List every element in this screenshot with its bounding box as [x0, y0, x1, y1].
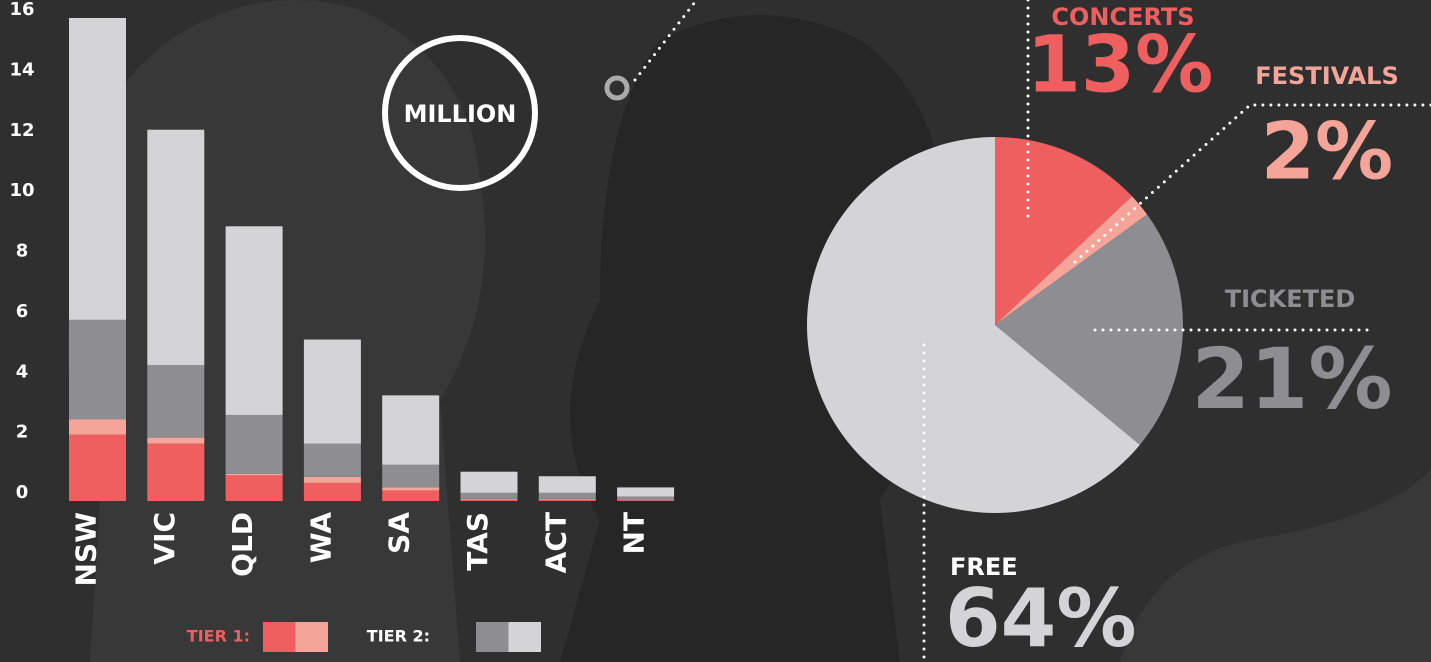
bar-segment: [460, 471, 518, 493]
bar-segment: [382, 464, 440, 488]
y-tick-label: 10: [9, 180, 34, 201]
bar-segment: [538, 498, 596, 500]
bar-segment: [147, 129, 205, 366]
bar-segment: [617, 500, 675, 501]
bar-segment: [460, 492, 518, 499]
bar-segment: [69, 419, 126, 435]
x-tick-label: WA: [304, 512, 337, 564]
bar-segment: [617, 496, 675, 501]
bar-segment: [69, 18, 126, 320]
pie-slice: [995, 214, 1183, 445]
pie-slice: [806, 137, 1140, 514]
bar-segment: [303, 476, 361, 483]
y-tick-label: 2: [16, 422, 29, 443]
bar-segment: [382, 490, 440, 501]
bar-segment: [538, 499, 596, 501]
legend-label: TIER 1:: [187, 627, 250, 646]
bar-segment: [147, 443, 205, 501]
bar-segment: [460, 498, 518, 500]
bar-segment: [538, 492, 596, 499]
legend-swatch: [508, 622, 541, 652]
legend-swatch: [295, 622, 328, 652]
slice-value-label: 21%: [1191, 330, 1392, 428]
slice-name: CONCERTS: [1051, 3, 1194, 31]
x-tick-label: ACT: [539, 512, 572, 573]
x-tick-label: SA: [383, 512, 416, 554]
legend-swatch: [263, 622, 296, 652]
bar-segment: [617, 487, 675, 497]
bar-segment: [382, 487, 440, 491]
slice-name: FESTIVALS: [1255, 62, 1398, 90]
bar-segment: [303, 339, 361, 444]
y-tick-label: 4: [16, 361, 29, 382]
unit-circle: [382, 35, 538, 191]
x-tick-label: NT: [618, 512, 651, 555]
bar-segment: [303, 482, 361, 501]
x-tick-label: QLD: [226, 512, 259, 577]
x-tick-label: VIC: [148, 512, 181, 565]
bar-segment: [225, 475, 283, 501]
bar-segment: [225, 226, 283, 415]
silhouette: [1120, 470, 1431, 662]
bar-segment: [147, 365, 205, 438]
x-tick-label: NSW: [70, 512, 103, 587]
bar-segment: [69, 434, 126, 501]
y-tick-label: 14: [9, 59, 34, 80]
bar-segment: [225, 473, 283, 476]
legend-label: TIER 2:: [367, 627, 430, 646]
y-tick-label: 16: [9, 0, 34, 20]
slice-value-label: 13%: [1027, 20, 1214, 110]
bar-segment: [538, 476, 596, 493]
y-tick-label: 0: [16, 482, 29, 503]
x-tick-label: TAS: [461, 512, 494, 571]
decoration: [604, 75, 630, 101]
pie-slice: [995, 196, 1148, 325]
bar-segment: [69, 319, 126, 420]
unit-label: MILLION: [404, 100, 517, 128]
slice-value-label: 2%: [1261, 107, 1393, 197]
slice-name: FREE: [950, 553, 1018, 581]
y-tick-label: 6: [16, 301, 29, 322]
bar-segment: [147, 437, 205, 444]
bar-segment: [382, 395, 440, 465]
bar-segment: [303, 443, 361, 477]
bar-segment: [225, 414, 283, 474]
slice-name: TICKETED: [1225, 285, 1356, 313]
y-tick-label: 8: [16, 241, 29, 262]
bar-chart: 0 2 4 6 8 10 12 14 16 NSW VIC QLD WA SA TAS ACT NT TIER 1…: [9, 0, 675, 652]
slice-value-label: 64%: [945, 572, 1136, 662]
y-tick-label: 12: [9, 120, 34, 141]
bar-segment: [460, 499, 518, 501]
decoration: [633, 0, 697, 82]
legend-swatch: [476, 622, 509, 652]
